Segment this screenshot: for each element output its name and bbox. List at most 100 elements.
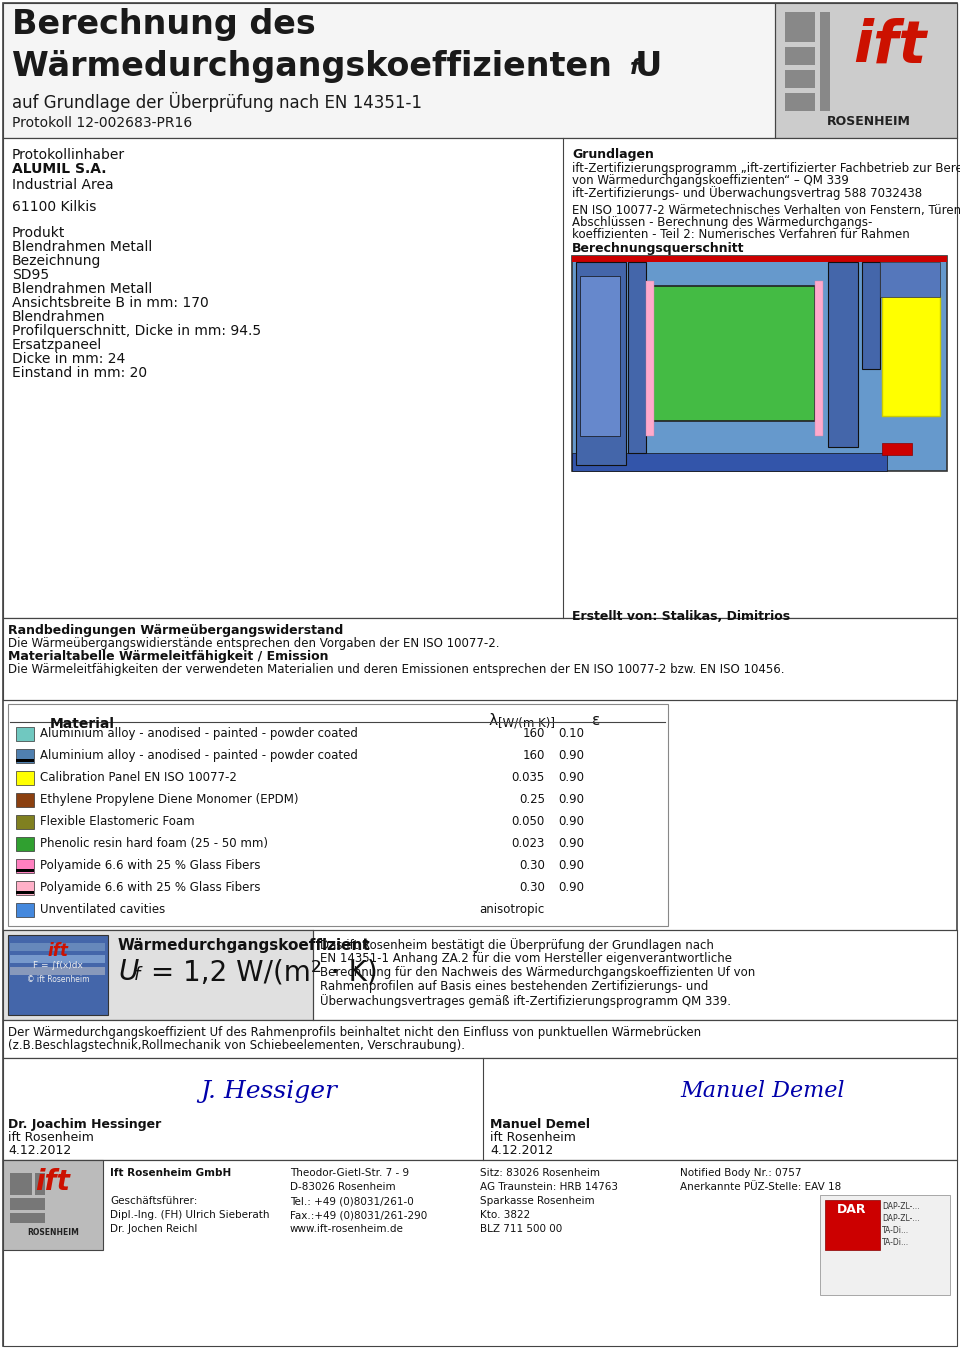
Text: ift-Zertifizierungs- und Überwachungsvertrag 588 7032438: ift-Zertifizierungs- und Überwachungsver…	[572, 186, 923, 200]
Text: 0.90: 0.90	[558, 793, 584, 805]
Text: Profilquerschnitt, Dicke in mm: 94.5: Profilquerschnitt, Dicke in mm: 94.5	[12, 324, 261, 339]
Bar	[628, 262, 646, 453]
Text: Fax.:+49 (0)8031/261-290: Fax.:+49 (0)8031/261-290	[290, 1210, 427, 1219]
Bar	[10, 967, 105, 975]
Text: Blendrahmen Metall: Blendrahmen Metall	[12, 240, 153, 254]
Bar	[576, 262, 626, 465]
Text: EN ISO 10077-2 Wärmetechnisches Verhalten von Fenstern, Türen und: EN ISO 10077-2 Wärmetechnisches Verhalte…	[572, 204, 960, 217]
Text: Phenolic resin hard foam (25 - 50 mm): Phenolic resin hard foam (25 - 50 mm)	[40, 836, 268, 850]
Text: Dipl.-Ing. (FH) Ulrich Sieberath: Dipl.-Ing. (FH) Ulrich Sieberath	[110, 1210, 270, 1219]
Text: Materialtabelle Wärmeleitfähigkeit / Emission: Materialtabelle Wärmeleitfähigkeit / Emi…	[8, 650, 328, 662]
Text: ift-Zertifizierungsprogramm „ift-zertifizierter Fachbetrieb zur Berechnung: ift-Zertifizierungsprogramm „ift-zertifi…	[572, 162, 960, 175]
Bar	[16, 793, 34, 807]
Text: Ersatzpaneel: Ersatzpaneel	[12, 339, 103, 352]
Text: [W/(m·K)]: [W/(m·K)]	[498, 718, 555, 730]
Text: 0.035: 0.035	[512, 772, 545, 784]
Bar	[16, 859, 34, 873]
Bar	[862, 262, 880, 370]
Text: 0.90: 0.90	[558, 815, 584, 828]
Text: Polyamide 6.6 with 25 % Glass Fibers: Polyamide 6.6 with 25 % Glass Fibers	[40, 881, 260, 894]
Text: Flexible Elastomeric Foam: Flexible Elastomeric Foam	[40, 815, 195, 828]
Bar	[16, 749, 34, 764]
Text: J. Hessiger: J. Hessiger	[200, 1081, 337, 1103]
Text: Das ift Rosenheim bestätigt die Überprüfung der Grundlagen nach: Das ift Rosenheim bestätigt die Überprüf…	[320, 938, 714, 952]
Bar	[3, 929, 313, 1020]
Bar	[3, 138, 957, 618]
Text: www.ift-rosenheim.de: www.ift-rosenheim.de	[290, 1224, 404, 1234]
Bar	[828, 262, 858, 447]
Text: ift Rosenheim: ift Rosenheim	[490, 1130, 576, 1144]
Text: Wärmedurchgangskoeffizient: Wärmedurchgangskoeffizient	[118, 938, 371, 952]
Text: f: f	[630, 58, 639, 78]
Bar	[580, 277, 620, 436]
Text: Aluminium alloy - anodised - painted - powder coated: Aluminium alloy - anodised - painted - p…	[40, 749, 358, 762]
Bar	[10, 943, 105, 951]
Text: Dicke in mm: 24: Dicke in mm: 24	[12, 352, 125, 366]
Text: Dr. Joachim Hessinger: Dr. Joachim Hessinger	[8, 1118, 161, 1130]
Bar	[572, 256, 947, 471]
Text: Theodor-Gietl-Str. 7 - 9: Theodor-Gietl-Str. 7 - 9	[290, 1168, 409, 1178]
Bar	[572, 256, 947, 262]
Text: SD95: SD95	[12, 268, 49, 282]
Bar	[882, 295, 940, 415]
Text: D-83026 Rosenheim: D-83026 Rosenheim	[290, 1182, 396, 1193]
Text: Manuel Demel: Manuel Demel	[680, 1081, 845, 1102]
Bar	[16, 815, 34, 830]
Bar	[815, 281, 823, 436]
Text: Anerkannte PÜZ-Stelle: EAV 18: Anerkannte PÜZ-Stelle: EAV 18	[680, 1182, 841, 1193]
Text: F = ∫f(x)dx: F = ∫f(x)dx	[33, 960, 83, 969]
Text: Wärmedurchgangskoeffizienten  U: Wärmedurchgangskoeffizienten U	[12, 50, 662, 84]
Text: Erstellt von: Stalikas, Dimitrios: Erstellt von: Stalikas, Dimitrios	[572, 610, 790, 623]
Text: 160: 160	[522, 727, 545, 741]
Text: Calibration Panel EN ISO 10077-2: Calibration Panel EN ISO 10077-2	[40, 772, 237, 784]
Text: 0.90: 0.90	[558, 836, 584, 850]
Text: 0.050: 0.050	[512, 815, 545, 828]
Text: Blendrahmen: Blendrahmen	[12, 310, 106, 324]
Text: Kto. 3822: Kto. 3822	[480, 1210, 530, 1219]
Text: 0.25: 0.25	[519, 793, 545, 805]
Text: f: f	[134, 966, 140, 983]
Text: Material: Material	[50, 718, 115, 731]
Bar	[35, 1174, 45, 1195]
Text: TA-Di...: TA-Di...	[882, 1238, 909, 1246]
Text: Der Wärmedurchgangskoeffizient Uf des Rahmenprofils beinhaltet nicht den Einflus: Der Wärmedurchgangskoeffizient Uf des Ra…	[8, 1027, 701, 1039]
Text: Ethylene Propylene Diene Monomer (EPDM): Ethylene Propylene Diene Monomer (EPDM)	[40, 793, 299, 805]
Text: ift Rosenheim: ift Rosenheim	[8, 1130, 94, 1144]
Text: AG Traunstein: HRB 14763: AG Traunstein: HRB 14763	[480, 1182, 618, 1193]
Text: von Wärmedurchgangskoeffizienten“ – QM 339: von Wärmedurchgangskoeffizienten“ – QM 3…	[572, 174, 849, 188]
Bar	[10, 955, 105, 963]
Text: 0.30: 0.30	[519, 859, 545, 871]
Text: 4.12.2012: 4.12.2012	[8, 1144, 71, 1157]
Text: Sparkasse Rosenheim: Sparkasse Rosenheim	[480, 1197, 594, 1206]
Text: Tel.: +49 (0)8031/261-0: Tel.: +49 (0)8031/261-0	[290, 1197, 414, 1206]
Bar	[3, 618, 957, 700]
Bar	[3, 3, 957, 138]
Bar	[8, 935, 108, 1014]
Text: Randbedingungen Wärmeübergangswiderstand: Randbedingungen Wärmeübergangswiderstand	[8, 625, 344, 637]
Text: EN 14351-1 Anhang ZA.2 für die vom Hersteller eigenverantwortliche: EN 14351-1 Anhang ZA.2 für die vom Herst…	[320, 952, 732, 965]
Bar	[785, 12, 815, 42]
Text: Industrial Area: Industrial Area	[12, 178, 113, 192]
Bar	[785, 93, 815, 111]
Bar	[880, 262, 940, 297]
Text: 0.90: 0.90	[558, 772, 584, 784]
Text: Grundlagen: Grundlagen	[572, 148, 654, 161]
Bar	[775, 3, 957, 138]
Text: Dr. Jochen Reichl: Dr. Jochen Reichl	[110, 1224, 198, 1234]
Bar	[820, 1195, 950, 1295]
Text: 160: 160	[522, 749, 545, 762]
Text: Unventilated cavities: Unventilated cavities	[40, 902, 165, 916]
Text: ALUMIL S.A.: ALUMIL S.A.	[12, 162, 107, 175]
Text: Ift Rosenheim GmbH: Ift Rosenheim GmbH	[110, 1168, 231, 1178]
Text: Produkt: Produkt	[12, 227, 65, 240]
Text: Manuel Demel: Manuel Demel	[490, 1118, 590, 1130]
Text: Die Wärmeübergangswidierstände entsprechen den Vorgaben der EN ISO 10077-2.: Die Wärmeübergangswidierstände entsprech…	[8, 637, 499, 650]
Text: BLZ 711 500 00: BLZ 711 500 00	[480, 1224, 563, 1234]
Text: ift: ift	[853, 18, 926, 76]
Text: 0.023: 0.023	[512, 836, 545, 850]
Text: Berechnungsquerschnitt: Berechnungsquerschnitt	[572, 241, 745, 255]
Text: 61100 Kilkis: 61100 Kilkis	[12, 200, 96, 214]
Text: anisotropic: anisotropic	[480, 902, 545, 916]
Text: ift: ift	[47, 942, 68, 960]
Text: Einstand in mm: 20: Einstand in mm: 20	[12, 366, 147, 380]
